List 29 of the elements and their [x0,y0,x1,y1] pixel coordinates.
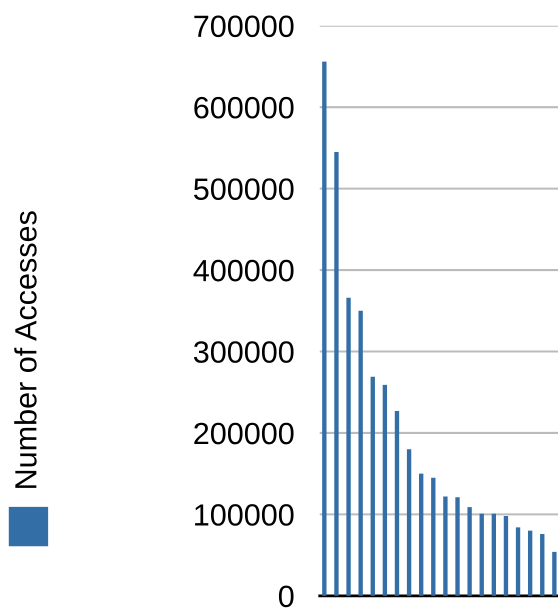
text: Number of Accesses [14,211,37,488]
y-tick-label: 400000 [193,260,294,282]
y-tick-label: 300000 [194,341,294,363]
bar [552,552,557,596]
y-tick-label: 100000 [195,504,294,526]
bar [394,410,400,596]
bar [504,516,508,596]
bar [419,474,424,596]
bar [467,507,472,596]
y-tick-label: 500000 [194,178,294,200]
bar [431,478,436,596]
bar [528,530,532,596]
bar [443,496,448,596]
bar [322,62,327,596]
y-tick-label: 200000 [194,422,294,444]
bar [334,152,339,596]
bar [370,376,375,596]
bar [492,514,496,596]
y-tick-label: 600000 [194,96,294,119]
bar [406,449,412,596]
bar [455,497,460,596]
bar [480,514,484,596]
bar [382,384,388,596]
y-tick-label: 700000 [194,15,294,38]
bar [540,534,544,596]
bar [358,310,363,596]
y-tick-label: 0 [278,586,294,608]
bar [346,298,351,596]
bar [516,527,520,596]
